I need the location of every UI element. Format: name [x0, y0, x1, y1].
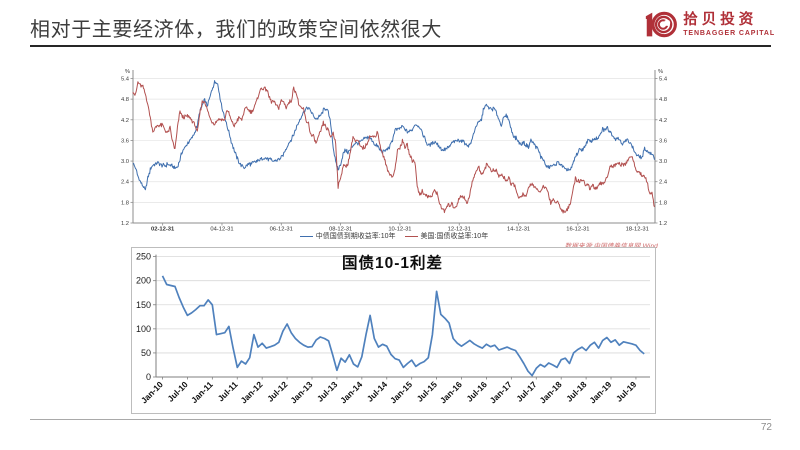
x-axis-label: 12-12-31 — [448, 227, 471, 233]
x-axis-label: Jan-16 — [438, 379, 464, 405]
data-source-note: 数据来源:中国债券信息网 Wind — [380, 240, 658, 250]
spread-line — [161, 275, 645, 377]
x-axis-label: 16-12-31 — [566, 227, 589, 233]
x-axis-label: Jul-14 — [365, 379, 390, 404]
x-axis-label: Jul-10 — [165, 379, 190, 404]
y-axis-label: 4.8 — [659, 97, 667, 103]
spread-chart-title: 国债10-1利差 — [341, 255, 444, 272]
x-axis-label: Jan-19 — [587, 379, 613, 405]
y-axis-label: 2.4 — [121, 180, 130, 186]
page-number: 72 — [760, 422, 772, 433]
title-divider — [30, 45, 771, 47]
y-axis-label: 1.8 — [121, 200, 129, 206]
tenbagger-logo-icon — [646, 11, 678, 38]
legend-item-us-10y: 美国:国债收益率:10年 — [404, 231, 489, 241]
x-axis-label: Jan-12 — [238, 379, 264, 405]
company-logo: 拾贝投资 TENBAGGER CAPITAL — [644, 8, 775, 41]
y-axis-label: 4.2 — [121, 118, 129, 124]
y-axis-label: 3.6 — [659, 138, 667, 144]
x-axis-label: Jul-11 — [216, 379, 240, 403]
china-10y-legend-label: 中债国债到期收益率:10年 — [315, 233, 396, 240]
logo-text: 拾贝投资 TENBAGGER CAPITAL — [683, 12, 775, 38]
y-axis-unit: % — [125, 69, 130, 75]
logo-pearl — [664, 19, 671, 26]
x-axis-label: Jul-13 — [315, 379, 340, 404]
yield-chart-legend: 中债国债到期收益率:10年 美国:国债收益率:10年 — [133, 231, 655, 241]
china-10y-line — [132, 80, 655, 191]
y-axis-label: 5.4 — [659, 77, 668, 83]
y-axis-label: 4.8 — [121, 97, 129, 103]
us-10y-legend-swatch — [404, 235, 418, 237]
logo-numeral-one — [646, 12, 653, 37]
y-axis-label: 3.0 — [659, 159, 667, 165]
us-10y-legend-label: 美国:国债收益率:10年 — [420, 233, 489, 240]
x-axis-label: 18-12-31 — [626, 227, 649, 233]
x-axis-label: Jul-17 — [514, 379, 539, 404]
y-axis-unit: % — [658, 69, 663, 75]
y-axis-label: 0 — [146, 372, 151, 382]
y-axis-label: 100 — [136, 324, 151, 334]
y-axis-label: 5.4 — [121, 77, 130, 83]
x-axis-label: 14-12-31 — [507, 227, 530, 233]
y-axis-label: 3.6 — [121, 138, 129, 144]
us-10y-line — [132, 81, 655, 214]
x-axis-label: Jan-11 — [189, 379, 215, 405]
x-axis-label: 04-12-31 — [210, 227, 233, 233]
y-axis-label: 2.4 — [659, 180, 668, 186]
logo-shell-ring — [655, 15, 673, 34]
y-axis-label: 150 — [136, 300, 151, 310]
logo-shell-ring — [651, 11, 678, 38]
y-axis-label: 3.0 — [121, 159, 129, 165]
x-axis-label: 02-12-31 — [151, 227, 175, 233]
y-axis-label: 50 — [141, 348, 151, 358]
y-axis-label: 250 — [136, 252, 151, 262]
y-axis-label: 1.2 — [121, 221, 129, 227]
x-axis-label: Jul-19 — [614, 379, 639, 404]
x-axis-label: Jan-18 — [537, 379, 563, 405]
y-axis-label: 200 — [136, 276, 151, 286]
logo-shell — [651, 11, 678, 38]
slide-title: 相对于主要经济体，我们的政策空间依然很大 — [30, 19, 442, 41]
logo-name-en: TENBAGGER CAPITAL — [683, 29, 775, 37]
y-axis-label: 1.2 — [659, 221, 667, 227]
yield-comparison-chart: 1.2 1.2 1.8 1.8 2.4 2.4 3.0 3.0 3.6 3.6 4.2 4.2 4.8 4… — [121, 69, 668, 233]
x-axis-label: Jan-17 — [488, 379, 514, 405]
x-axis-label: 10-12-31 — [388, 227, 411, 233]
china-10y-legend-swatch — [299, 235, 313, 237]
x-axis-label: Jan-14 — [338, 379, 364, 405]
x-axis-label: Jul-18 — [564, 379, 589, 404]
logo-name-cn: 拾贝投资 — [683, 11, 758, 28]
spread-chart-frame: 0 50 100 150 200 250 Jan-10 Jul-10 Jan-11 Jul-11 J… — [131, 247, 656, 414]
x-axis-label: Jul-16 — [464, 379, 489, 404]
legend-item-china-10y: 中债国债到期收益率:10年 — [299, 231, 396, 241]
x-axis-label: 06-12-31 — [270, 227, 293, 233]
y-axis-label: 4.2 — [659, 118, 667, 124]
x-axis-label: 08-12-31 — [329, 227, 352, 233]
y-axis-label: 1.8 — [659, 200, 667, 206]
x-axis-label: Jan-15 — [388, 379, 414, 405]
x-axis-label: Jan-10 — [139, 379, 165, 405]
x-axis-label: Jan-13 — [288, 379, 314, 405]
logo-mark-group — [646, 11, 678, 38]
x-axis-label: Jul-12 — [265, 379, 290, 404]
x-axis-label: Jul-15 — [415, 379, 440, 404]
footer-divider — [30, 419, 771, 420]
